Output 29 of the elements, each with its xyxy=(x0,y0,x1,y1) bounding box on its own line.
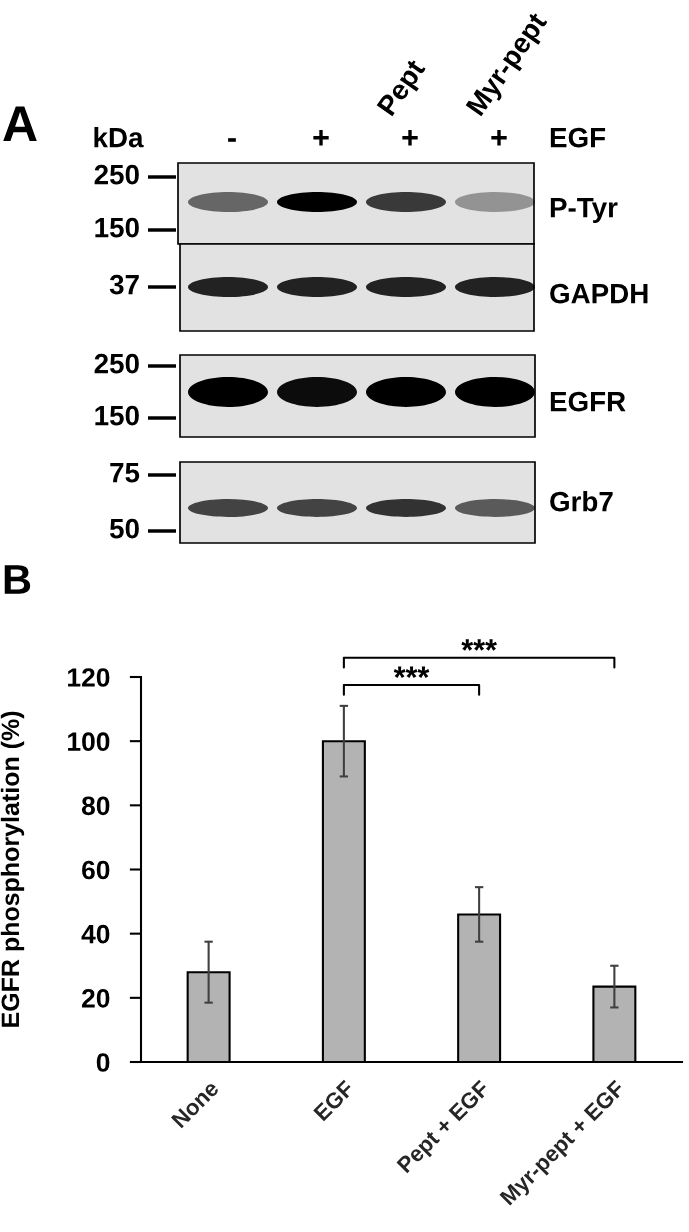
y-tick-label: 40 xyxy=(81,924,110,944)
category-label: - xyxy=(228,138,236,142)
category-label: + xyxy=(402,129,418,146)
chart-title: B xyxy=(4,565,31,594)
y-axis-title: EGFR phosphorylation (%) xyxy=(0,711,25,1027)
text: A xyxy=(3,106,37,141)
category-label: P-Tyr xyxy=(550,198,618,223)
y-tick-label: 60 xyxy=(82,860,110,880)
category-label: EGFR xyxy=(550,391,626,412)
y-tick-label: 100 xyxy=(68,732,110,751)
text: 37 xyxy=(109,274,139,295)
category-label: GAPDH xyxy=(550,283,648,304)
y-tick-label: 20 xyxy=(82,988,110,1008)
text: 50 xyxy=(109,518,139,539)
category-label: + xyxy=(491,129,507,146)
y-tick-label: 80 xyxy=(81,796,110,816)
y-tick-label: 120 xyxy=(68,668,110,687)
text: 150 xyxy=(95,405,139,426)
category-label: + xyxy=(313,129,329,146)
text: 250 xyxy=(94,353,139,374)
text: kDa xyxy=(94,127,144,148)
text: 150 xyxy=(95,217,139,238)
text: 75 xyxy=(110,463,140,483)
text: EGF xyxy=(550,127,606,148)
annotation: *** xyxy=(393,666,430,678)
category-label: Grb7 xyxy=(550,491,613,512)
text: *** xyxy=(461,639,497,651)
y-tick-label: 0 xyxy=(96,1053,110,1072)
text: 250 xyxy=(94,164,139,185)
